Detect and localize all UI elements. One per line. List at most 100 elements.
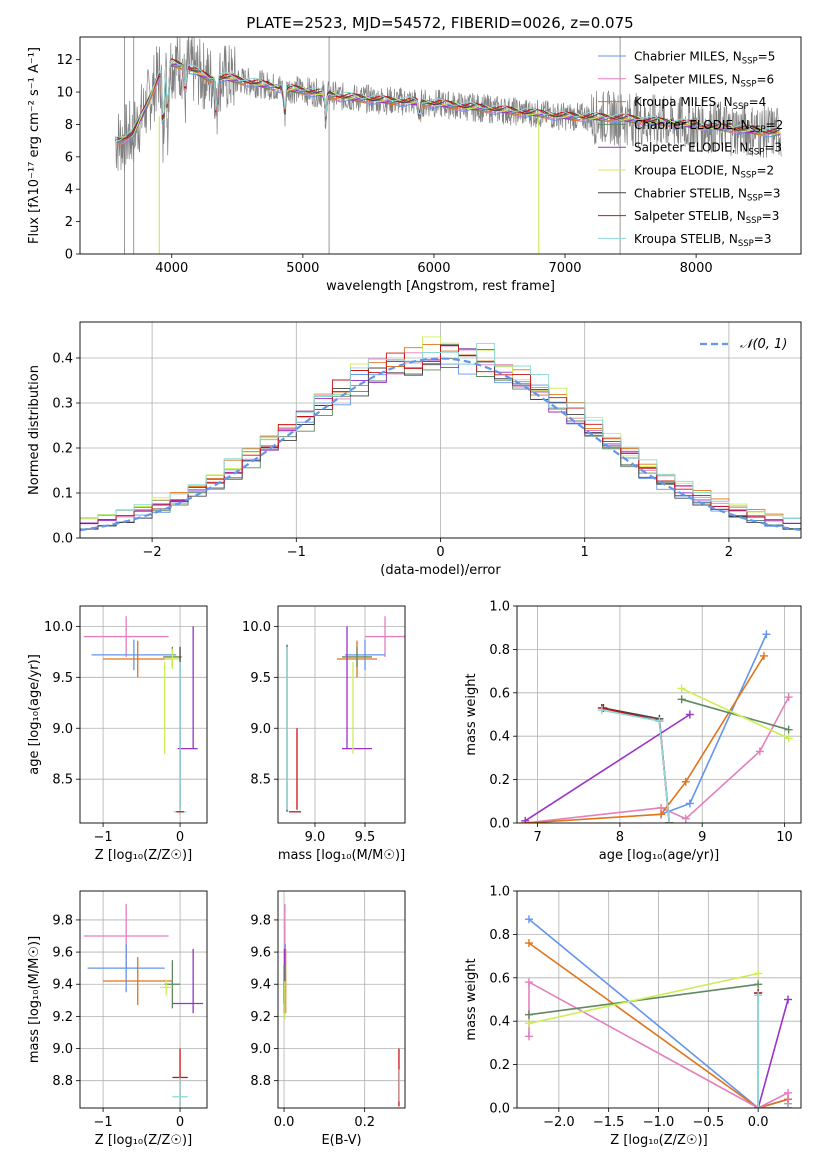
- y-tick-label: 0.4: [489, 1015, 510, 1030]
- weight-line-kroupa-miles: [528, 942, 789, 1108]
- panel-mass_vs_Z: −1 0 8.8 9.0 9.2 9.4 9.6 9.8 Z [log₁₀(Z/Z☉)] mass…: [27, 890, 208, 1148]
- weight-line-salpeter-miles: [525, 696, 790, 823]
- y-tick-label: 9.2: [52, 1010, 73, 1025]
- y-tick-label: 9.5: [250, 671, 271, 686]
- legend-subscript: SSP: [750, 125, 766, 135]
- point-marker: [755, 747, 764, 756]
- y-tick-label: 6: [65, 150, 73, 165]
- y-tick-label: 9.0: [250, 1042, 271, 1057]
- point-marker: [762, 630, 771, 639]
- x-axis-label: mass [log₁₀(M/M☉)]: [278, 848, 405, 863]
- x-axis-label: wavelength [Angstrom, rest frame]: [326, 279, 555, 294]
- point-marker: [677, 684, 686, 693]
- axes-frame: [79, 890, 208, 1109]
- weight-line-kroupa-elodie: [528, 972, 759, 1025]
- y-tick-label: 8.8: [52, 1074, 73, 1089]
- y-tick-label: 8.8: [250, 1074, 271, 1089]
- x-tick-label: 7000: [548, 261, 581, 276]
- legend-entry: Kroupa ELODIE, NSSP=2: [634, 164, 774, 181]
- panel-mass_vs_ebv: 0.0 0.2 8.8 9.0 9.2 9.4 9.6 9.8 E(B-V): [250, 890, 406, 1148]
- x-tick-label: −2: [143, 545, 162, 560]
- y-tick-label: 9.8: [52, 913, 73, 928]
- y-tick-label: 9.0: [250, 722, 271, 737]
- y-tick-label: 9.4: [52, 978, 73, 993]
- point-marker: [597, 706, 606, 715]
- legend-count: =5: [758, 50, 776, 64]
- plot-area-age_vs_mass: [278, 606, 405, 823]
- x-tick-label: 8: [616, 830, 624, 845]
- legend-entry: Salpeter ELODIE, NSSP=3: [634, 141, 782, 158]
- y-tick-label: 9.6: [52, 946, 73, 961]
- x-tick-label: −0.5: [693, 1115, 725, 1130]
- plot-area-residuals: [80, 322, 801, 538]
- legend-subscript: SSP: [741, 79, 757, 89]
- legend-entry: Kroupa STELIB, NSSP=3: [634, 232, 772, 249]
- y-tick-label: 1.0: [489, 600, 510, 615]
- y-tick-label: 8: [65, 118, 73, 133]
- model-line-kroupa-stelib: [116, 59, 781, 141]
- figure-title: PLATE=2523, MJD=54572, FIBERID=0026, z=0…: [246, 14, 633, 32]
- y-tick-label: 0.2: [489, 773, 510, 788]
- plot-area-weight_vs_age: [517, 606, 801, 823]
- panel-age_vs_Z: −1 0 8.5 9.0 9.5 10.0 Z [log₁₀(Z/Z☉)] age [log₁…: [27, 605, 208, 863]
- x-tick-label: 7: [533, 830, 541, 845]
- axes-frame: [79, 605, 208, 824]
- plot-area-mass_vs_Z: [80, 891, 207, 1108]
- point-marker: [681, 777, 690, 786]
- point-marker: [784, 1104, 793, 1108]
- legend-count: =2: [766, 118, 784, 132]
- legend-subscript: SSP: [738, 239, 754, 249]
- point-marker: [754, 1104, 763, 1108]
- legend-count: =6: [756, 72, 774, 86]
- axes-frame: [79, 36, 802, 255]
- axes-frame: [516, 890, 802, 1109]
- y-tick-label: 2: [65, 215, 73, 230]
- weight-line-kroupa-elodie: [681, 687, 790, 740]
- y-tick-label: 0.8: [489, 928, 510, 943]
- point-marker: [754, 980, 763, 989]
- point-marker: [524, 915, 533, 924]
- x-axis-label: E(B-V): [321, 1133, 361, 1148]
- legend-count: =3: [754, 232, 772, 246]
- y-tick-label: 9.5: [52, 671, 73, 686]
- y-axis-label: Normed distribution: [27, 365, 42, 495]
- y-axis-label: mass weight: [464, 673, 479, 755]
- point-marker: [784, 693, 793, 702]
- x-tick-label: 2: [725, 545, 733, 560]
- x-tick-label: −1: [287, 545, 306, 560]
- axes-frame: [277, 605, 406, 824]
- y-tick-label: 0.0: [489, 817, 510, 832]
- y-axis-label: age [log₁₀(age/yr)]: [27, 654, 42, 775]
- x-tick-label: −1: [94, 830, 113, 845]
- histogram-salpeter-stelib: [80, 345, 801, 524]
- x-axis-label: (data-model)/error: [380, 563, 501, 578]
- weight-line-chabrier-elodie: [681, 698, 789, 731]
- x-axis-label: Z [log₁₀(Z/Z☉)]: [610, 1133, 707, 1148]
- legend-count: =3: [763, 186, 781, 200]
- point-marker: [524, 1010, 533, 1019]
- point-marker: [784, 725, 793, 734]
- legend-entry: Chabrier ELODIE, NSSP=2: [634, 118, 783, 135]
- y-tick-label: 9.0: [52, 1042, 73, 1057]
- normal-pdf-curve: [80, 357, 801, 532]
- point-marker: [524, 939, 533, 948]
- legend-subscript: SSP: [741, 171, 757, 181]
- plot-area-weight_vs_Z: [517, 891, 801, 1108]
- x-tick-label: 0.2: [354, 1115, 375, 1130]
- legend-count: =2: [756, 164, 774, 178]
- y-tick-label: 8.5: [52, 773, 73, 788]
- x-tick-label: 5000: [286, 261, 319, 276]
- point-marker: [784, 734, 793, 743]
- point-marker: [655, 717, 664, 726]
- point-marker: [524, 978, 533, 987]
- legend-subscript: SSP: [747, 193, 763, 203]
- point-marker: [677, 695, 686, 704]
- y-tick-label: 0.6: [489, 686, 510, 701]
- y-tick-label: 0.4: [489, 730, 510, 745]
- x-tick-label: 0: [176, 1115, 184, 1130]
- legend-subscript: SSP: [733, 102, 749, 112]
- x-tick-label: 6000: [417, 261, 450, 276]
- y-tick-label: 0.0: [52, 532, 73, 547]
- point-marker: [685, 799, 694, 808]
